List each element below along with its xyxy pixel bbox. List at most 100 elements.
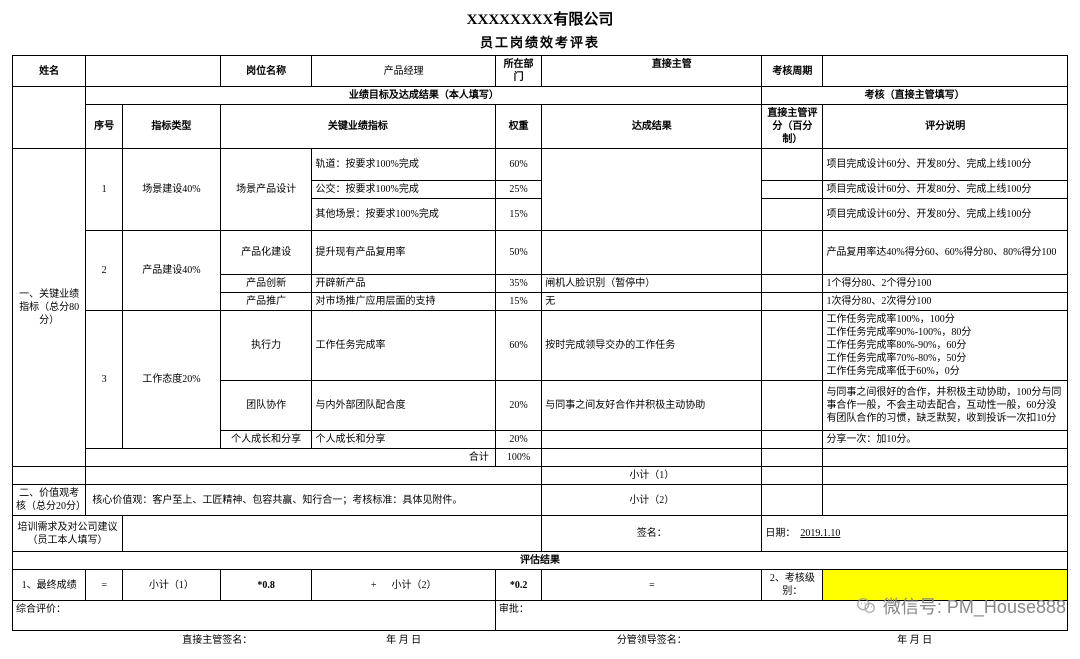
r2i2-n: 1次得分80、2次得分100 bbox=[823, 293, 1068, 311]
r3i1-r[interactable]: 与同事之间友好合作并积极主动协助 bbox=[542, 381, 762, 431]
r2i0-n: 产品复用率达40%得分60、60%得分80、80%得分100 bbox=[823, 231, 1068, 275]
r3-type: 工作态度20% bbox=[123, 311, 221, 449]
r3i1-sub: 团队协作 bbox=[220, 381, 312, 431]
r2i2-w: 15% bbox=[495, 293, 541, 311]
final-grade-value[interactable] bbox=[823, 570, 1068, 601]
r1-result[interactable] bbox=[542, 149, 762, 231]
r3i2-score[interactable] bbox=[762, 431, 823, 449]
r3-seq: 3 bbox=[86, 311, 123, 449]
r3i1-w: 20% bbox=[495, 381, 541, 431]
r3i0-n: 工作任务完成率100%，100分 工作任务完成率90%-100%，80分 工作任… bbox=[823, 311, 1068, 381]
r2i2-sub: 产品推广 bbox=[220, 293, 312, 311]
r1i1-n: 项目完成设计60分、开发80分、完成上线100分 bbox=[823, 181, 1068, 199]
name-value[interactable] bbox=[86, 56, 220, 87]
r2-seq: 2 bbox=[86, 231, 123, 311]
dept-label: 所在部门 bbox=[495, 56, 541, 87]
r1i2-w: 15% bbox=[495, 199, 541, 231]
col-kpi: 关键业绩指标 bbox=[220, 105, 495, 149]
comp-eval[interactable]: 综合评价： bbox=[13, 601, 496, 631]
r1i1-score[interactable] bbox=[762, 181, 823, 199]
mgr-label: 直接主管 bbox=[652, 58, 692, 71]
r3i1-k: 与内外部团队配合度 bbox=[312, 381, 495, 431]
total-label: 合计 bbox=[86, 449, 496, 467]
section2-head: 考核（直接主管填写） bbox=[762, 87, 1068, 105]
total-n bbox=[823, 449, 1068, 467]
r1i0-k: 轨道：按要求100%完成 bbox=[312, 149, 495, 181]
final-eq2: = bbox=[542, 570, 762, 601]
r3i0-score[interactable] bbox=[762, 311, 823, 381]
r1i2-k: 其他场景：按要求100%完成 bbox=[312, 199, 495, 231]
subtotal1-label: 小计（1） bbox=[542, 467, 762, 485]
r3i2-n: 分享一次：加10分。 bbox=[823, 431, 1068, 449]
r2i2-score[interactable] bbox=[762, 293, 823, 311]
r3i2-sub: 个人成长和分享 bbox=[220, 431, 312, 449]
blank-left bbox=[13, 87, 86, 149]
total-r bbox=[542, 449, 762, 467]
left-title-2: 二、价值观考核（总分20分） bbox=[13, 485, 86, 516]
name-label: 姓名 bbox=[13, 56, 86, 87]
r1i1-k: 公交：按要求100%完成 bbox=[312, 181, 495, 199]
final-eq: = bbox=[86, 570, 123, 601]
train-content[interactable] bbox=[123, 516, 542, 552]
r2i0-score[interactable] bbox=[762, 231, 823, 275]
col-type: 指标类型 bbox=[123, 105, 221, 149]
r2i0-w: 50% bbox=[495, 231, 541, 275]
sign1: 直接主管签名： bbox=[123, 631, 312, 651]
r1i0-score[interactable] bbox=[762, 149, 823, 181]
left-title-1: 一、关键业绩指标（总分80分） bbox=[13, 149, 86, 467]
r2i0-k: 提升现有产品复用率 bbox=[312, 231, 495, 275]
final-label: 1、最终成绩 bbox=[13, 570, 86, 601]
r2i1-n: 1个得分80、2个得分100 bbox=[823, 275, 1068, 293]
final-grade-label: 2、考核级别： bbox=[762, 570, 823, 601]
final-s1: 小计（1） bbox=[123, 570, 221, 601]
r3i2-r[interactable] bbox=[542, 431, 762, 449]
r2i0-sub: 产品化建设 bbox=[220, 231, 312, 275]
total-val: 100% bbox=[495, 449, 541, 467]
final-m1: *0.8 bbox=[220, 570, 312, 601]
sign-label: 签名： bbox=[542, 516, 762, 552]
r2i1-k: 开辟新产品 bbox=[312, 275, 495, 293]
company-title: XXXXXXXX有限公司 bbox=[12, 8, 1068, 29]
r3i0-k: 工作任务完成率 bbox=[312, 311, 495, 381]
col-seq: 序号 bbox=[86, 105, 123, 149]
sign-date: 日期： 2019.1.10 bbox=[762, 516, 1068, 552]
r3i1-n: 与同事之间很好的合作，并积极主动协助，100分与同事合作一般，不会主动去配合，互… bbox=[823, 381, 1068, 431]
ymd2: 年 月 日 bbox=[762, 631, 1068, 651]
r3i0-w: 60% bbox=[495, 311, 541, 381]
r3i1-score[interactable] bbox=[762, 381, 823, 431]
dept-mgr-cell: 直接主管 bbox=[542, 56, 762, 87]
post-label: 岗位名称 bbox=[220, 56, 312, 87]
subtotal2-label: 小计（2） bbox=[542, 485, 762, 516]
eval-head: 评估结果 bbox=[13, 552, 1068, 570]
subtotal1-score[interactable] bbox=[762, 467, 823, 485]
r1i1-w: 25% bbox=[495, 181, 541, 199]
train-label: 培训需求及对公司建议 （员工本人填写） bbox=[13, 516, 123, 552]
r1i2-n: 项目完成设计60分、开发80分、完成上线100分 bbox=[823, 199, 1068, 231]
final-mid: + 小计（2） bbox=[312, 570, 495, 601]
col-result: 达成结果 bbox=[542, 105, 762, 149]
r3i0-sub: 执行力 bbox=[220, 311, 312, 381]
r1i2-score[interactable] bbox=[762, 199, 823, 231]
form-title: 员工岗绩效考评表 bbox=[12, 32, 1068, 51]
r1i0-w: 60% bbox=[495, 149, 541, 181]
main-table: 姓名 岗位名称 产品经理 所在部门 直接主管 考核周期 业绩目标及达成结果（本人… bbox=[12, 55, 1068, 651]
sub1-blank bbox=[86, 467, 542, 485]
col-weight: 权重 bbox=[495, 105, 541, 149]
values-text: 核心价值观：客户至上、工匠精神、包容共赢、知行合一；考核标准：具体见附件。 bbox=[86, 485, 542, 516]
subtotal2-score[interactable] bbox=[762, 485, 823, 516]
post-value[interactable]: 产品经理 bbox=[312, 56, 495, 87]
col-note: 评分说明 bbox=[823, 105, 1068, 149]
r3i0-r[interactable]: 按时完成领导交办的工作任务 bbox=[542, 311, 762, 381]
r2i1-score[interactable] bbox=[762, 275, 823, 293]
r2i1-sub: 产品创新 bbox=[220, 275, 312, 293]
r2i1-r[interactable]: 闸机人脸识别（暂停中） bbox=[542, 275, 762, 293]
r1i0-n: 项目完成设计60分、开发80分、完成上线100分 bbox=[823, 149, 1068, 181]
final-m2: *0.2 bbox=[495, 570, 541, 601]
r2i2-r[interactable]: 无 bbox=[542, 293, 762, 311]
period-value[interactable] bbox=[823, 56, 1068, 87]
approve[interactable]: 审批： bbox=[495, 601, 1067, 631]
r2i0-r[interactable] bbox=[542, 231, 762, 275]
sign2: 分管领导签名： bbox=[542, 631, 762, 651]
ymd1: 年 月 日 bbox=[312, 631, 495, 651]
subtotal1-note bbox=[823, 467, 1068, 485]
